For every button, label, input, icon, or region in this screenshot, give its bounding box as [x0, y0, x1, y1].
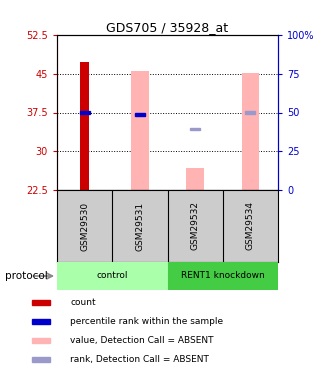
Text: value, Detection Call = ABSENT: value, Detection Call = ABSENT — [70, 336, 214, 345]
Text: rank, Detection Call = ABSENT: rank, Detection Call = ABSENT — [70, 355, 209, 364]
Title: GDS705 / 35928_at: GDS705 / 35928_at — [107, 21, 228, 34]
Text: control: control — [97, 272, 128, 280]
Bar — [190, 128, 200, 130]
Bar — [242, 73, 259, 190]
Text: GSM29532: GSM29532 — [191, 201, 200, 250]
Bar — [135, 113, 145, 116]
Bar — [80, 111, 90, 114]
Bar — [81, 62, 89, 190]
Bar — [167, 262, 278, 290]
Bar — [186, 168, 204, 190]
Text: GSM29534: GSM29534 — [246, 201, 255, 250]
Text: GSM29530: GSM29530 — [80, 201, 89, 250]
Text: percentile rank within the sample: percentile rank within the sample — [70, 317, 224, 326]
Text: GSM29531: GSM29531 — [135, 201, 144, 250]
Bar — [32, 338, 50, 343]
Bar — [245, 111, 255, 114]
Bar — [32, 319, 50, 324]
Bar — [32, 357, 50, 362]
Text: protocol: protocol — [5, 271, 47, 281]
Bar — [57, 262, 167, 290]
Bar — [32, 300, 50, 305]
Text: RENT1 knockdown: RENT1 knockdown — [181, 272, 265, 280]
Text: count: count — [70, 298, 96, 307]
Bar — [131, 71, 149, 190]
